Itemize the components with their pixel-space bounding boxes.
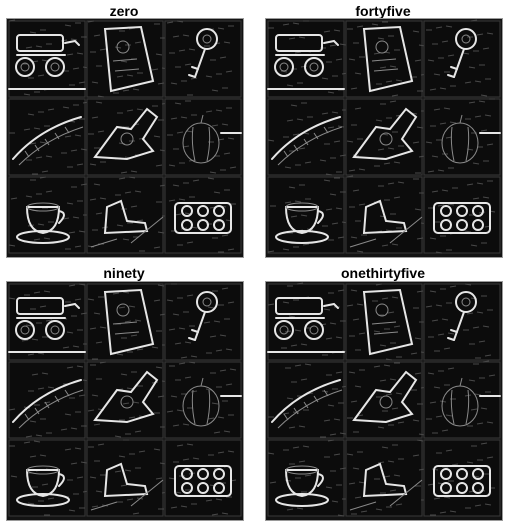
- image-tile-cup: [9, 440, 89, 516]
- image-grid-svg: [266, 282, 502, 520]
- image-grid-svg: [7, 19, 243, 257]
- filtered-image-grid: [6, 281, 244, 521]
- image-tile-shoe: [346, 176, 427, 253]
- panel-title: fortyfive: [259, 3, 507, 19]
- panel-ninety: ninety: [0, 262, 248, 526]
- image-tile-wagon: [268, 21, 348, 97]
- image-tile-tray: [424, 440, 500, 516]
- image-tile-cup: [268, 177, 348, 253]
- filtered-image-grid: [265, 18, 503, 258]
- image-tile-pumpkin: [424, 361, 500, 438]
- image-tile-cup: [9, 177, 89, 253]
- image-tile-boat: [268, 99, 348, 175]
- image-tile-boat: [9, 362, 89, 438]
- image-tile-mask: [87, 362, 168, 438]
- image-tile-shoe: [87, 177, 168, 253]
- filtered-image-grid: [265, 281, 503, 521]
- image-tile-boat: [268, 362, 348, 438]
- panel-zero: zero: [0, 0, 248, 264]
- image-tile-cup: [268, 440, 348, 516]
- image-tile-mask: [87, 99, 168, 175]
- image-tile-key: [424, 284, 500, 360]
- filtered-image-grid: [6, 18, 244, 258]
- image-tile-wagon: [9, 284, 89, 360]
- image-tile-key: [165, 284, 241, 360]
- image-tile-key: [165, 21, 241, 97]
- image-tile-pumpkin: [424, 99, 500, 175]
- image-tile-tag: [87, 284, 168, 360]
- image-tile-tag: [346, 21, 427, 97]
- panel-fortyfive: fortyfive: [259, 0, 507, 264]
- image-tile-tray: [165, 440, 241, 516]
- image-tile-key: [424, 20, 500, 97]
- panel-onethirtyfive: onethirtyfive: [259, 262, 507, 526]
- image-tile-shoe: [87, 440, 168, 516]
- image-tile-wagon: [9, 20, 89, 97]
- image-tile-tray: [165, 177, 241, 253]
- image-tile-tray: [424, 177, 500, 253]
- image-grid-svg: [266, 19, 502, 257]
- panel-title: onethirtyfive: [259, 265, 507, 281]
- panel-title: zero: [0, 3, 248, 19]
- image-grid-svg: [7, 282, 243, 520]
- image-tile-wagon: [268, 283, 348, 360]
- image-tile-mask: [346, 99, 427, 175]
- image-tile-tag: [346, 284, 427, 360]
- panel-title: ninety: [0, 265, 248, 281]
- image-tile-mask: [346, 362, 427, 438]
- image-tile-pumpkin: [165, 99, 241, 175]
- image-tile-pumpkin: [165, 362, 241, 438]
- image-tile-shoe: [346, 440, 427, 516]
- image-tile-boat: [9, 99, 89, 175]
- image-tile-tag: [87, 21, 168, 97]
